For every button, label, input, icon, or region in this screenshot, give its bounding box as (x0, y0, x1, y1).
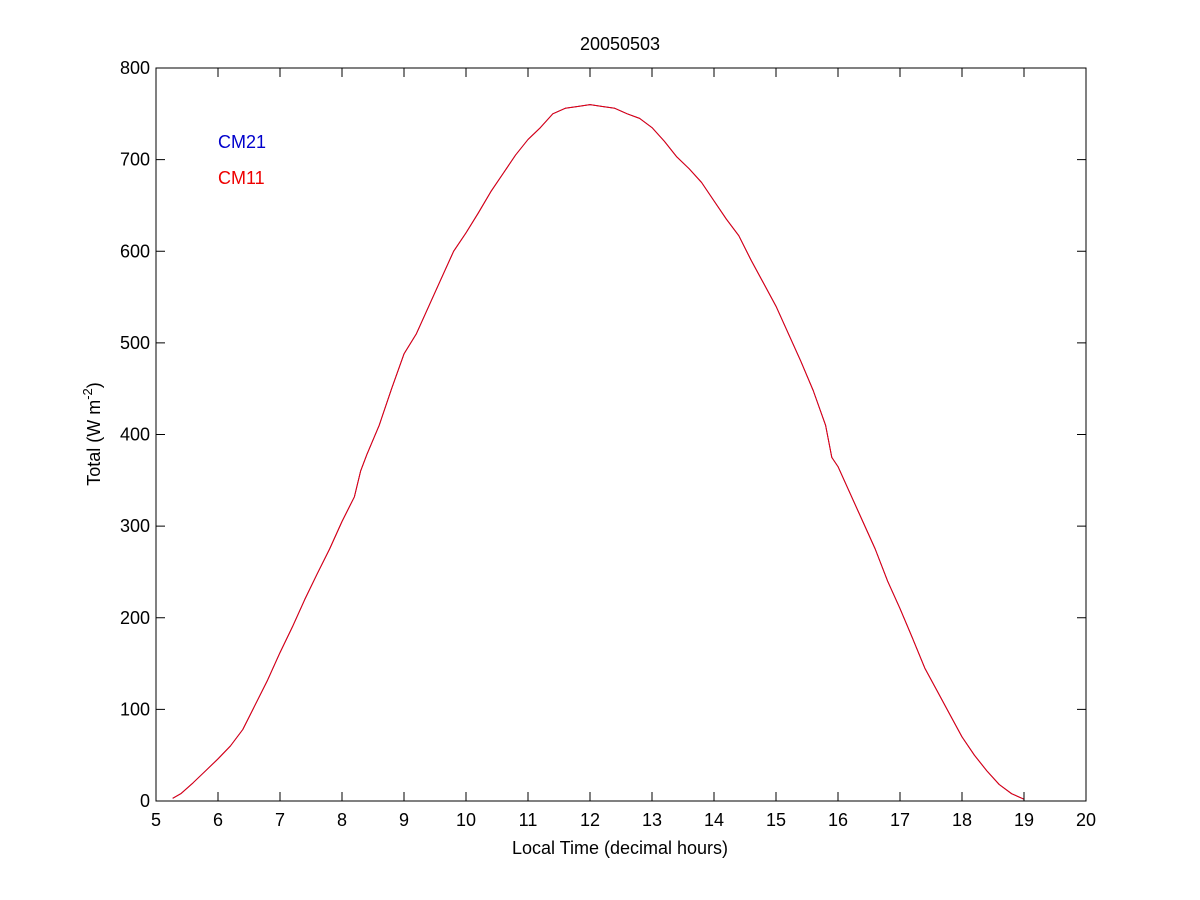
x-tick-label: 19 (1014, 810, 1034, 830)
legend-entry-cm11: CM11 (218, 168, 265, 188)
y-tick-label: 500 (120, 333, 150, 353)
x-tick-label: 13 (642, 810, 662, 830)
series-layer (172, 104, 1025, 800)
x-tick-label: 5 (151, 810, 161, 830)
y-tick-label: 100 (120, 699, 150, 719)
chart-title: 20050503 (580, 34, 660, 54)
legend: CM21 CM11 (218, 132, 266, 188)
x-tick-label: 9 (399, 810, 409, 830)
x-tick-label: 12 (580, 810, 600, 830)
y-tick-label: 0 (140, 791, 150, 811)
y-tick-label: 700 (120, 150, 150, 170)
y-axis-label: Total (W m-2) (80, 382, 104, 486)
y-axis-label-superscript: -2 (80, 388, 95, 400)
x-tick-label: 20 (1076, 810, 1096, 830)
x-tick-label: 6 (213, 810, 223, 830)
y-tick-label: 600 (120, 241, 150, 261)
y-tick-label: 800 (120, 58, 150, 78)
y-tick-label: 300 (120, 516, 150, 536)
x-tick-label: 16 (828, 810, 848, 830)
y-axis-label-main: Total (W m (84, 400, 104, 486)
y-tick-label: 200 (120, 608, 150, 628)
x-tick-label: 14 (704, 810, 724, 830)
x-tick-label: 18 (952, 810, 972, 830)
x-tick-label: 8 (337, 810, 347, 830)
x-tick-label: 15 (766, 810, 786, 830)
y-axis-label-suffix: ) (84, 382, 104, 388)
x-tick-label: 7 (275, 810, 285, 830)
x-axis: 5 6 7 8 9 10 11 12 13 14 15 16 17 18 19 20 (151, 68, 1096, 830)
y-tick-label: 400 (120, 425, 150, 445)
y-axis: 0 100 200 300 400 500 600 700 800 (120, 58, 1086, 811)
x-tick-label: 10 (456, 810, 476, 830)
x-tick-label: 17 (890, 810, 910, 830)
x-axis-label: Local Time (decimal hours) (512, 838, 728, 858)
series-line-cm11 (172, 104, 1025, 800)
legend-entry-cm21: CM21 (218, 132, 266, 152)
x-tick-label: 11 (519, 810, 538, 830)
